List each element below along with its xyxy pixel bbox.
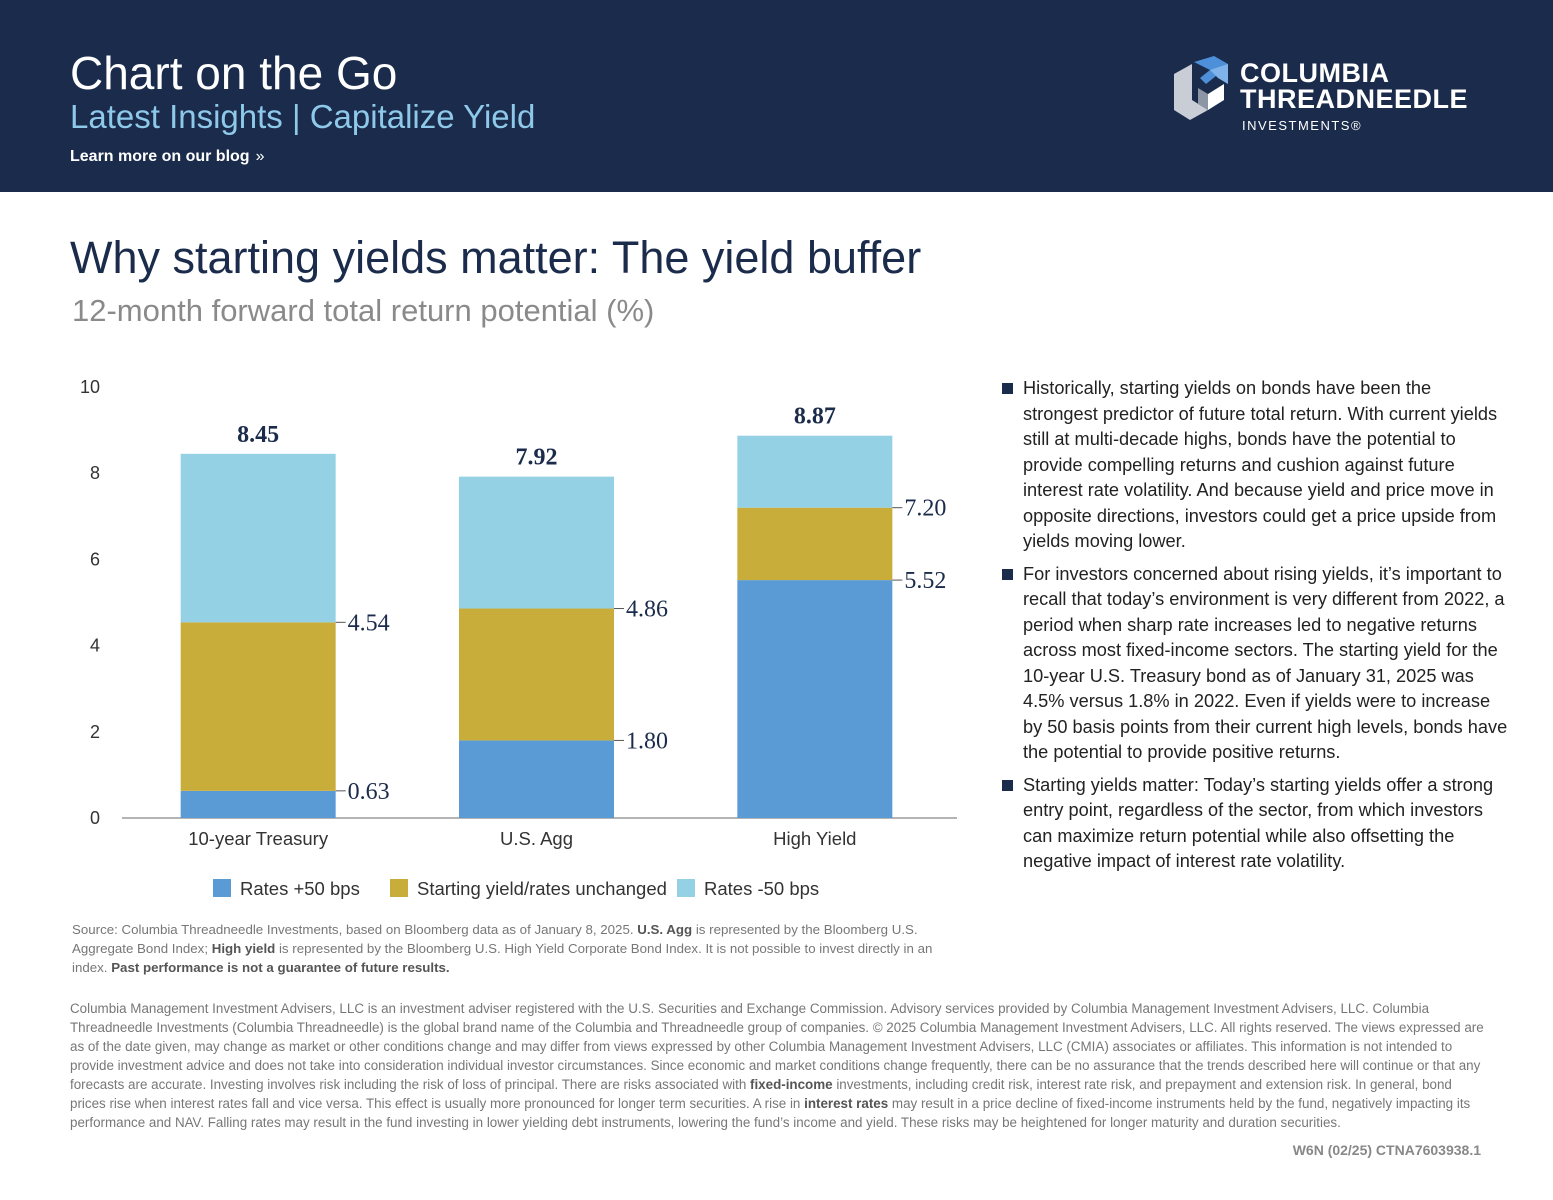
bullet-item: Starting yields matter: Today’s starting… [1000,773,1510,875]
stacked-bar-chart: 0 2 4 6 8 10 8.45 0.63 4.54 10-year Treasury 7.92 1… [80,377,957,899]
legend-label: Rates -50 bps [704,878,819,899]
source-text: Source: Columbia Threadneedle Investment… [72,922,638,937]
data-label: 4.54 [348,610,390,636]
bullet-list: Historically, starting yields on bonds h… [1000,376,1510,882]
header-banner: Chart on the Go Latest Insights | Capita… [0,0,1553,192]
data-label: 7.92 [516,445,558,471]
y-tick-label: 10 [80,377,100,397]
source-note: Source: Columbia Threadneedle Investment… [72,920,952,977]
y-tick-label: 8 [90,463,100,483]
source-text: is represented by the Bloomberg U.S. Agg… [72,922,918,956]
disclaimer-text: Columbia Management Investment Advisers,… [70,1001,1484,1092]
page-subtitle: 12-month forward total return potential … [72,293,655,328]
legend-swatch [677,879,695,897]
logo-line-1: COLUMBIA [1240,58,1390,88]
document-code: W6N (02/25) CTNA7603938.1 [1292,1142,1481,1158]
bar-segment [737,507,893,581]
source-bold-hy: High yield [211,941,276,956]
source-bold-agg: U.S. Agg [637,922,693,937]
x-tick-label: U.S. Agg [500,828,573,849]
bar-segment [459,476,614,609]
header-subtitle: Latest Insights | Capitalize Yield [70,98,536,135]
blog-link[interactable]: Learn more on our blog » [70,148,264,166]
disclaimer-text: investments, including credit risk, inte… [70,1077,1452,1111]
data-label: 5.52 [904,568,946,594]
data-label: 1.80 [626,728,668,754]
data-label: 8.87 [794,404,836,430]
bar-segment [180,622,336,791]
disclaimer-text: may result in a price decline of fixed-i… [70,1096,1471,1130]
bar-segment [180,790,336,818]
bar-segment [180,453,336,623]
logo-cube-icon [1174,56,1228,120]
bullet-item: Historically, starting yields on bonds h… [1000,376,1510,555]
disclaimer-bold-rates: interest rates [804,1096,889,1111]
data-label: 4.86 [626,597,668,623]
data-label: 8.45 [237,422,279,448]
source-bold-past: Past performance is not a guarantee of f… [111,960,450,975]
data-label: 0.63 [348,779,390,805]
legend-swatch [390,879,408,897]
y-tick-label: 6 [90,549,100,569]
bar-segment [459,608,614,741]
y-tick-label: 2 [90,722,100,742]
y-tick-label: 0 [90,808,100,828]
x-tick-label: 10-year Treasury [188,828,329,849]
bullet-item: For investors concerned about rising yie… [1000,562,1510,766]
data-label: 7.20 [904,496,946,522]
bar-segment [737,435,893,508]
header-title: Chart on the Go [70,47,398,99]
legend-label: Starting yield/rates unchanged [417,878,667,899]
x-tick-label: High Yield [773,828,856,849]
y-tick-label: 4 [90,636,100,656]
disclaimer-bold-fixed: fixed-income [750,1077,833,1092]
logo-line-2: THREADNEEDLE [1240,84,1469,114]
blog-link-label[interactable]: Learn more on our blog [70,148,250,165]
bar-segment [737,580,893,818]
source-text: is represented by the Bloomberg U.S. Hig… [72,941,933,975]
page-title: Why starting yields matter: The yield bu… [70,232,922,283]
legend-label: Rates +50 bps [240,878,360,899]
company-logo: COLUMBIA THREADNEEDLE INVESTMENTS® [1168,52,1488,142]
logo-line-3: INVESTMENTS® [1242,118,1363,133]
bar-segment [459,740,614,818]
legend-swatch [213,879,231,897]
chevron-right-icon[interactable]: » [255,148,265,165]
legal-disclaimer: Columbia Management Investment Advisers,… [70,999,1490,1132]
